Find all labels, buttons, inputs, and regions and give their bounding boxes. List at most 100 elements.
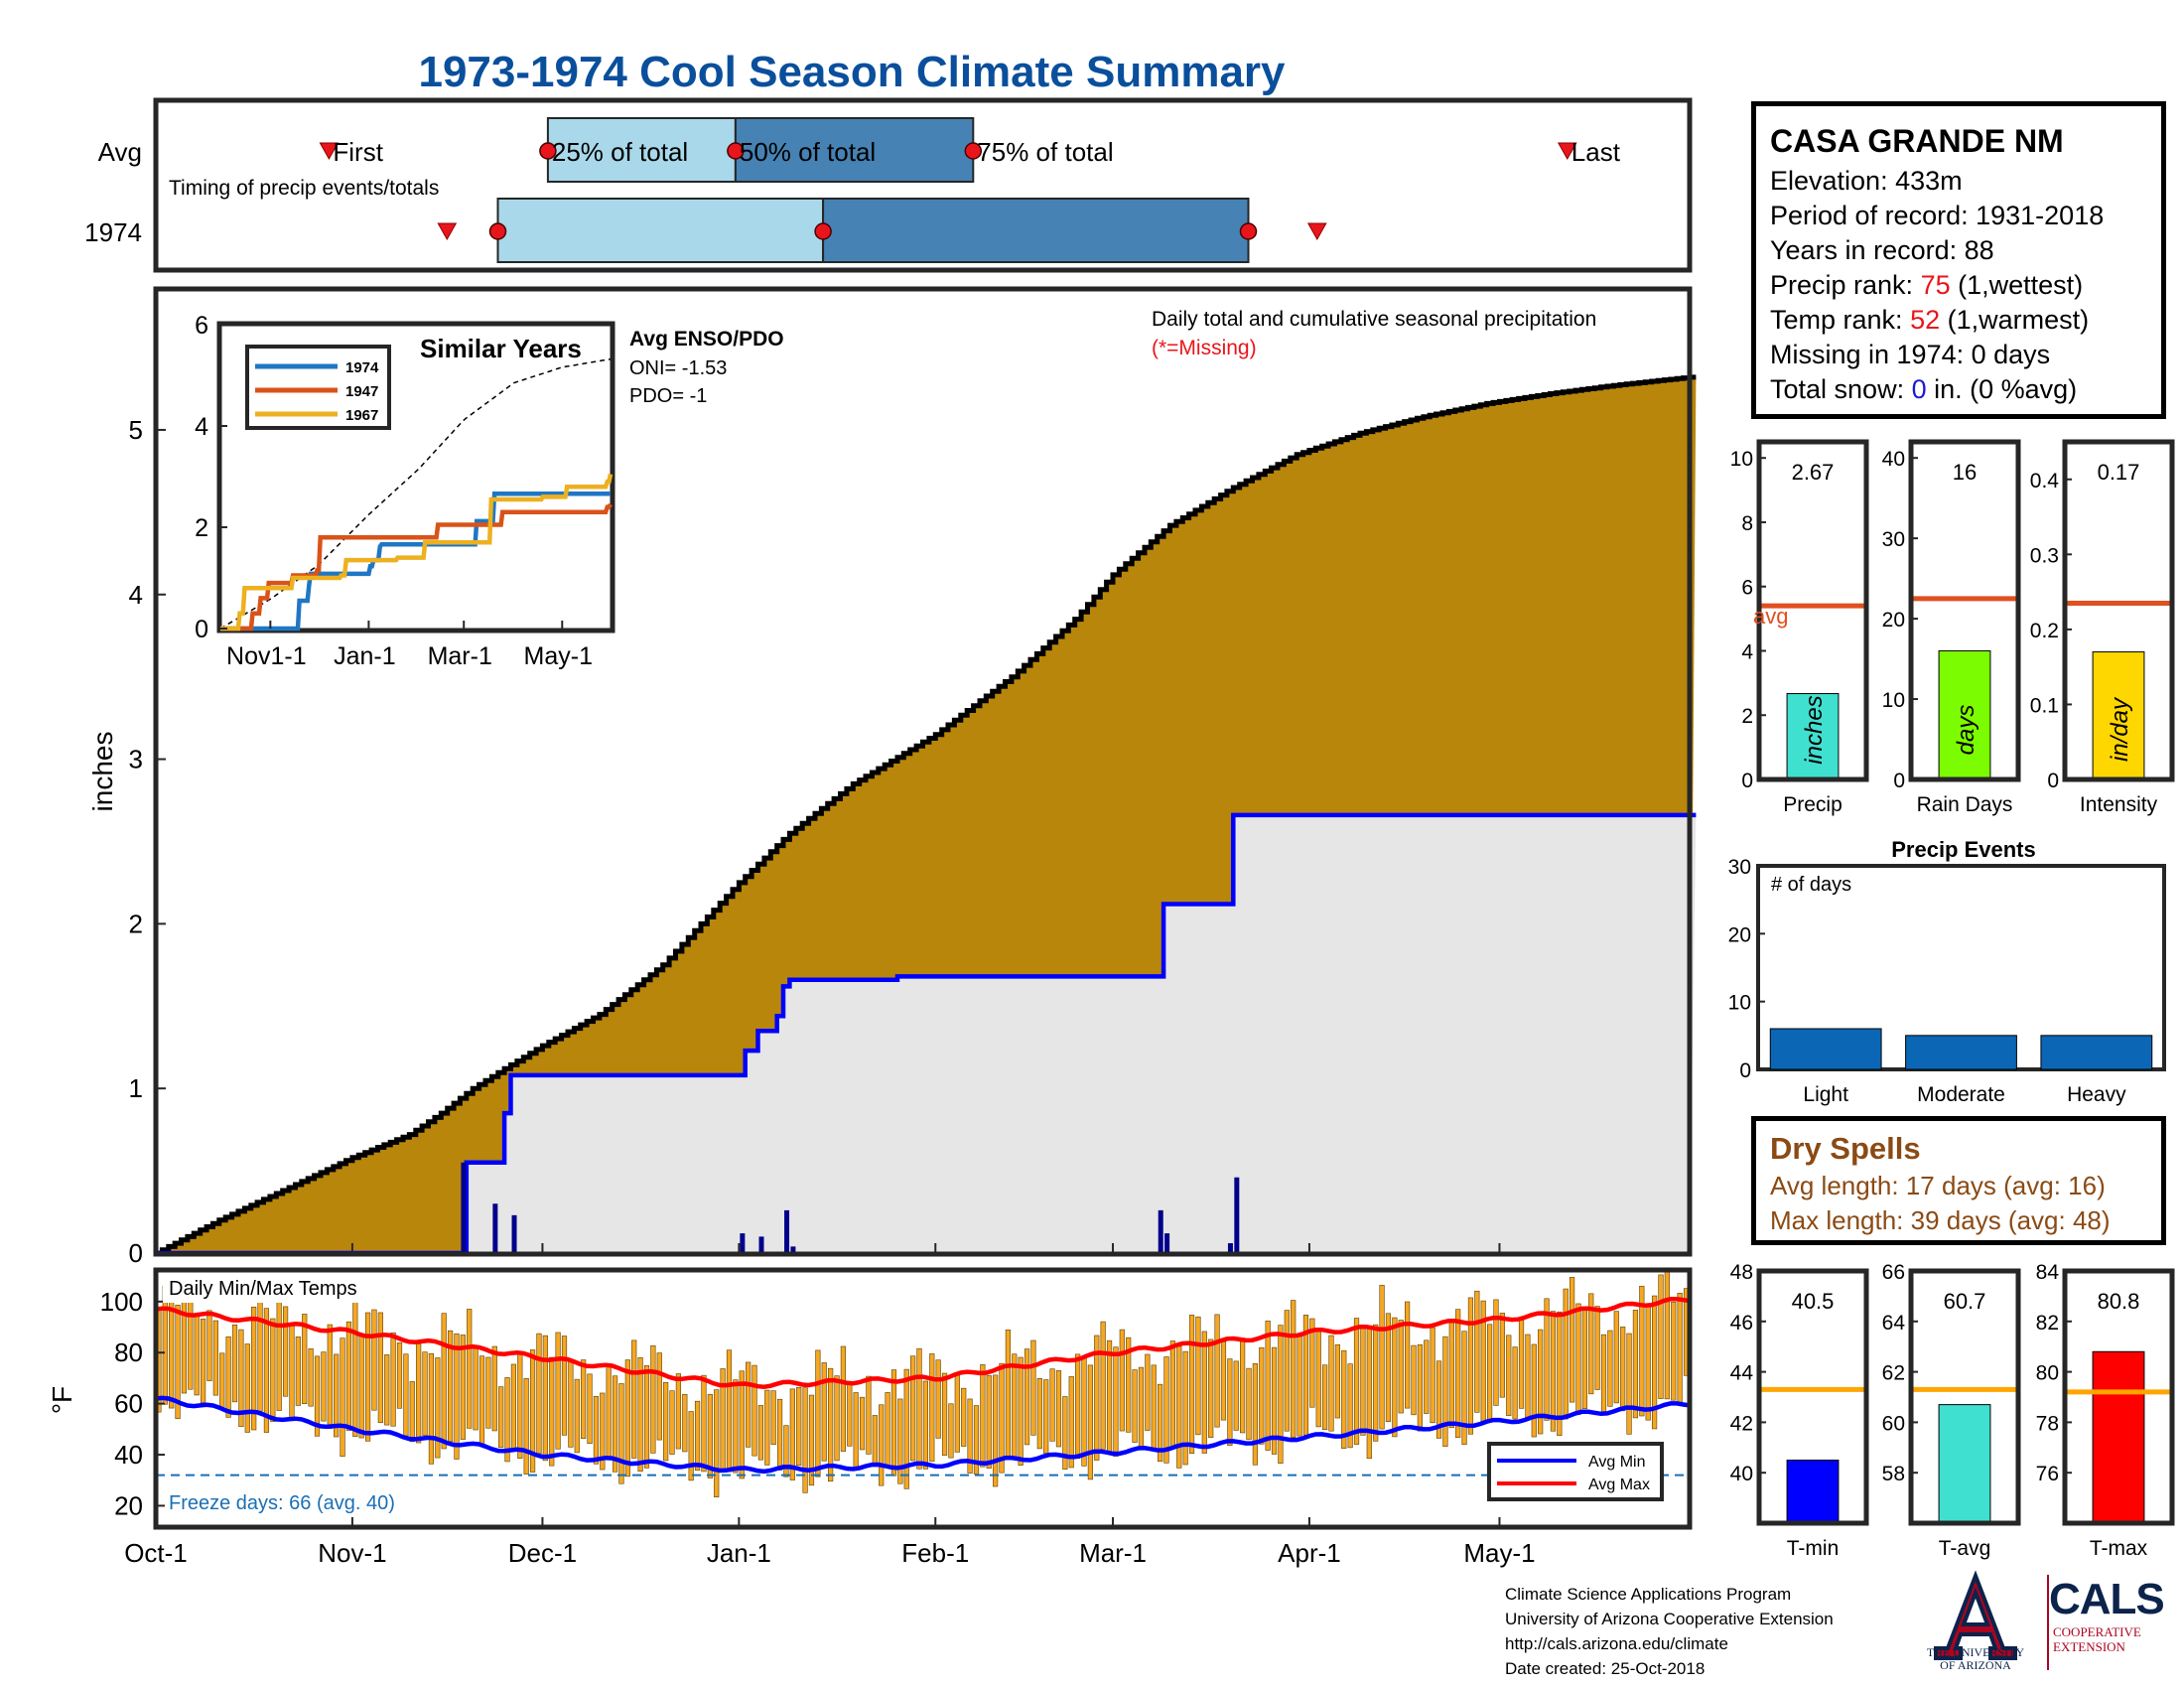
tmin-category-label: T-min	[1787, 1537, 1840, 1560]
snow-value: 0	[1911, 374, 1927, 404]
daily-temp-bar	[321, 1351, 327, 1422]
daily-temp-bar	[922, 1380, 928, 1470]
avg-25pct-marker	[539, 142, 557, 160]
rain-days-y-tick-label: 40	[1882, 448, 1905, 471]
daily-temp-bar	[897, 1398, 903, 1484]
daily-temp-bar	[1062, 1396, 1068, 1470]
cals-logo-line2: EXTENSION	[2053, 1639, 2125, 1654]
intensity-y-tick-label: 0.4	[2030, 470, 2060, 492]
daily-temp-bar	[1036, 1378, 1042, 1450]
inset-legend-items: 1974 1947 1967	[255, 359, 379, 424]
daily-temp-bar	[1360, 1327, 1366, 1436]
daily-temp-bar	[1005, 1330, 1011, 1458]
daily-temp-bar	[1132, 1369, 1138, 1443]
daily-temp-bar	[1284, 1310, 1290, 1432]
daily-temp-bar	[1499, 1313, 1505, 1398]
daily-temp-bar	[295, 1336, 301, 1406]
daily-temp-bar	[890, 1369, 897, 1477]
daily-temp-bar	[1195, 1316, 1201, 1436]
temp-y-tick-label: 40	[114, 1440, 143, 1470]
daily-temp-bar	[1012, 1353, 1018, 1460]
rain-days-y-tick-label: 0	[1893, 770, 1905, 792]
daily-temp-bar	[1158, 1383, 1163, 1463]
daily-temp-bar	[263, 1308, 270, 1433]
timing-1974-box-upper	[822, 198, 1250, 263]
daily-temp-bar	[1024, 1348, 1030, 1446]
credits-block: Climate Science Applications Program Uni…	[1505, 1582, 1834, 1681]
daily-temp-bar	[593, 1396, 600, 1465]
daily-temp-bar	[251, 1306, 257, 1431]
daily-temp-bar	[764, 1389, 770, 1466]
daily-temp-bar	[1639, 1286, 1645, 1417]
daily-temp-bar	[1442, 1336, 1448, 1447]
precip-y-tick-label: 10	[1730, 448, 1753, 471]
daily-precip-bar	[511, 1214, 517, 1253]
credits-line-university: University of Arizona Cooperative Extens…	[1505, 1610, 1834, 1628]
daily-precip-bar	[790, 1246, 796, 1253]
daily-temp-bar	[498, 1386, 504, 1449]
daily-temp-bar	[1087, 1364, 1093, 1480]
daily-temp-bar	[885, 1392, 890, 1467]
daily-temp-bar	[1626, 1333, 1632, 1435]
tmin-value-label: 40.5	[1792, 1289, 1835, 1314]
tmax-panel-t-max: 76 78 80 82 84 80.8 T-max	[2036, 1261, 2175, 1560]
daily-temp-bar	[929, 1353, 935, 1462]
daily-temp-bar	[1557, 1311, 1563, 1437]
temperature-panel: 20 40 60 80 100 °F Daily Min/Max Temps Freez…	[47, 1267, 1693, 1530]
timing-row-label-1974: 1974	[84, 217, 142, 247]
daily-temp-bar	[916, 1347, 922, 1470]
daily-temp-bar	[225, 1336, 231, 1418]
daily-temp-bar	[1233, 1360, 1239, 1431]
tavg-y-tick-label: 66	[1882, 1261, 1905, 1284]
temp-title: Daily Min/Max Temps	[169, 1278, 357, 1300]
daily-temp-bar	[1220, 1340, 1227, 1421]
daily-temp-bar	[853, 1392, 859, 1470]
daily-precip-bar	[1227, 1243, 1233, 1253]
daily-temp-bar	[169, 1299, 175, 1409]
daily-temp-bar	[751, 1364, 757, 1457]
daily-temp-bar	[270, 1318, 276, 1422]
daily-temp-bar	[1265, 1321, 1271, 1451]
inset-series-1974	[220, 492, 611, 632]
daily-temp-bar	[618, 1383, 624, 1484]
daily-temp-bar	[941, 1372, 948, 1456]
daily-temp-bar	[688, 1411, 694, 1481]
station-name: CASA GRANDE NM	[1770, 123, 2064, 159]
tavg-panel-t-avg: 58 60 62 64 66 60.7 T-avg	[1882, 1261, 2021, 1560]
timing-labels: First 25% of total 50% of total 75% of t…	[333, 137, 1620, 167]
daily-temp-bar	[1259, 1346, 1265, 1445]
month-tick-label: Oct-1	[124, 1538, 188, 1568]
rain-days-panel-frame	[1908, 439, 2021, 782]
ua-a-glyph	[1934, 1570, 2017, 1660]
avg-max-line	[155, 1296, 1691, 1389]
daily-temp-bar	[656, 1352, 662, 1441]
daily-temp-bar	[1632, 1310, 1639, 1419]
daily-temp-bar	[1430, 1327, 1435, 1424]
temp-title-background	[163, 1275, 391, 1303]
daily-temp-bar	[473, 1347, 478, 1431]
daily-temp-bar	[282, 1306, 289, 1397]
cals-logo-line1: COOPERATIVE	[2053, 1624, 2141, 1639]
timing-label-25pct: 25% of total	[552, 137, 688, 167]
inset-legend-label: 1974	[345, 359, 379, 376]
daily-temp-bar	[600, 1392, 606, 1471]
events-title: Precip Events	[1891, 837, 2036, 862]
daily-temp-bar	[409, 1381, 415, 1443]
daily-temp-bar	[1448, 1319, 1454, 1429]
events-bar	[1769, 1028, 1882, 1070]
dry-avg-length: Avg length: 17 days (avg: 16)	[1770, 1171, 2106, 1200]
avg-first-marker	[319, 142, 340, 161]
inset-x-tick-label: Jan-1	[334, 642, 396, 670]
daily-temp-bar	[757, 1405, 764, 1461]
daily-temp-bar	[581, 1359, 587, 1439]
daily-precip-bar	[784, 1209, 790, 1253]
precip-rank-value: 75	[1920, 270, 1951, 300]
daily-temp-bar	[478, 1355, 485, 1446]
events-y-tick-label: 20	[1728, 923, 1751, 946]
daily-temp-bar	[1512, 1346, 1518, 1420]
daily-temp-bar	[377, 1312, 383, 1424]
daily-temp-bar	[1594, 1306, 1600, 1390]
precip-y-tick-label: 6	[1741, 577, 1753, 600]
tavg-y-tick-label: 62	[1882, 1362, 1905, 1385]
precip-unit-label: inches	[1801, 695, 1828, 764]
